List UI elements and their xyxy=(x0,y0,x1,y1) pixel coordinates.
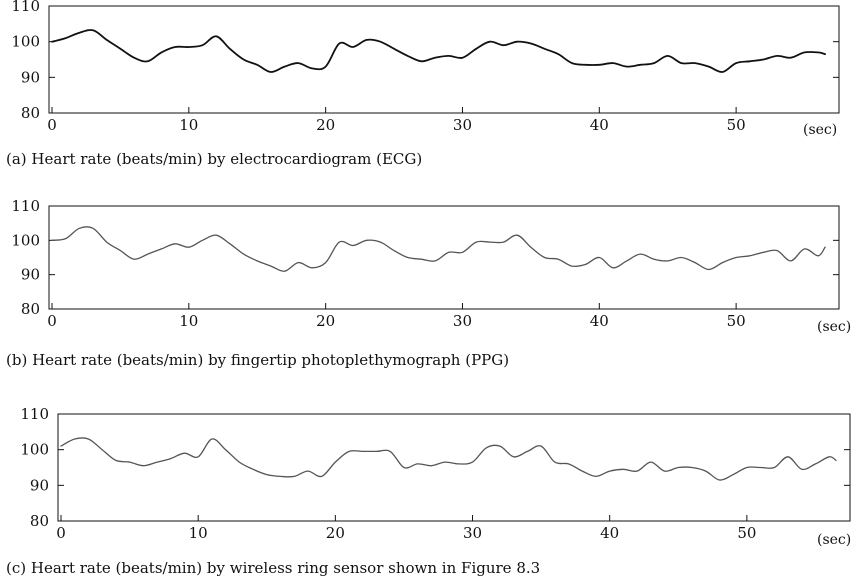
x-tick-label: 20 xyxy=(316,116,335,134)
y-tick-label: 100 xyxy=(20,441,49,459)
y-tick-label: 90 xyxy=(21,68,40,86)
panel-ring-sensor: 80 90 100 110 0 10 20 30 40 50 (sec) (c) Heart r… xyxy=(6,405,851,577)
ring-sensor-heart-rate-line xyxy=(60,437,837,481)
y-axis-ticks: 80 90 100 110 xyxy=(20,405,850,530)
x-unit-label: (sec) xyxy=(803,122,837,138)
y-tick-label: 110 xyxy=(11,0,40,15)
x-tick-label: 10 xyxy=(179,312,198,330)
y-tick-label: 80 xyxy=(30,512,49,530)
x-tick-label: 0 xyxy=(56,524,66,542)
y-axis-ticks: 80 90 100 110 xyxy=(11,197,839,318)
y-tick-label: 110 xyxy=(11,197,40,215)
x-tick-label: 10 xyxy=(179,116,198,134)
plot-frame xyxy=(48,205,840,310)
x-tick-label: 10 xyxy=(189,524,208,542)
y-tick-label: 90 xyxy=(21,266,40,284)
x-tick-label: 20 xyxy=(326,524,345,542)
y-tick-label: 90 xyxy=(30,476,49,494)
x-tick-label: 40 xyxy=(590,116,609,134)
x-tick-label: 30 xyxy=(453,312,472,330)
x-tick-label: 40 xyxy=(600,524,619,542)
y-tick-label: 110 xyxy=(20,405,49,423)
x-tick-label: 20 xyxy=(316,312,335,330)
x-unit-label: (sec) xyxy=(817,319,851,335)
x-tick-label: 50 xyxy=(737,524,756,542)
x-tick-label: 0 xyxy=(47,116,57,134)
x-tick-label: 30 xyxy=(463,524,482,542)
y-axis-ticks: 80 90 100 110 xyxy=(11,0,839,122)
x-axis-ticks: 0 10 20 30 40 50 xyxy=(56,515,756,542)
y-tick-label: 80 xyxy=(21,104,40,122)
panel-caption: (a) Heart rate (beats/min) by electrocar… xyxy=(6,150,422,168)
panel-ecg: 80 90 100 110 0 10 20 30 40 50 (sec) (a) Heart r… xyxy=(6,0,840,168)
panel-caption: (b) Heart rate (beats/min) by fingertip … xyxy=(6,351,509,369)
x-tick-label: 40 xyxy=(590,312,609,330)
y-tick-label: 100 xyxy=(11,33,40,51)
plot-frame xyxy=(57,413,851,522)
ecg-heart-rate-line xyxy=(51,29,826,73)
panel-ppg: 80 90 100 110 0 10 20 30 40 50 (sec) (b) Heart r… xyxy=(6,197,851,369)
x-tick-label: 30 xyxy=(453,116,472,134)
x-tick-label: 50 xyxy=(727,312,746,330)
y-tick-label: 80 xyxy=(21,300,40,318)
panel-caption: (c) Heart rate (beats/min) by wireless r… xyxy=(6,559,540,577)
plot-frame xyxy=(48,5,840,114)
x-tick-label: 0 xyxy=(47,312,57,330)
x-tick-label: 50 xyxy=(727,116,746,134)
x-axis-ticks: 0 10 20 30 40 50 xyxy=(47,303,746,330)
ppg-heart-rate-line xyxy=(51,226,826,272)
y-tick-label: 100 xyxy=(11,231,40,249)
x-axis-ticks: 0 10 20 30 40 50 xyxy=(47,107,746,134)
x-unit-label: (sec) xyxy=(817,532,851,548)
